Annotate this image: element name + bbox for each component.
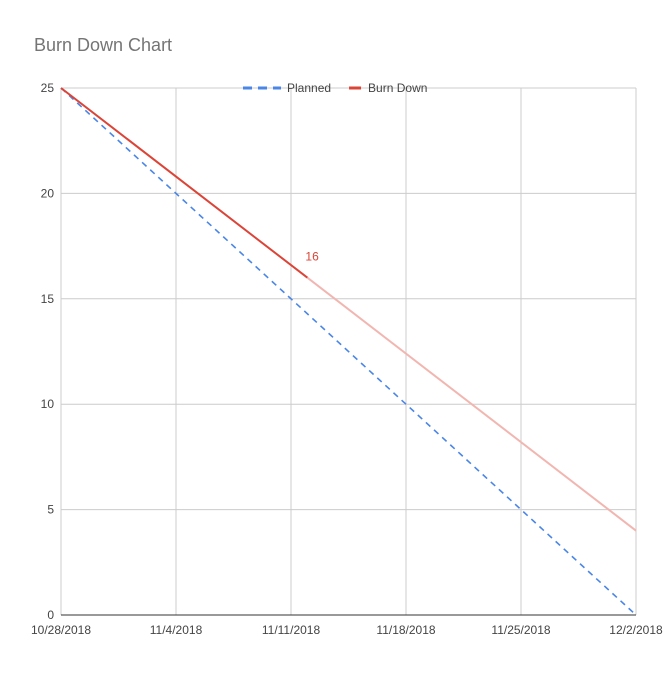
chart-title: Burn Down Chart (34, 35, 173, 55)
data-label: 16 (305, 250, 319, 264)
y-tick-label: 10 (41, 397, 55, 411)
planned-series-line (60, 87, 637, 616)
y-tick-label: 5 (47, 503, 54, 517)
labels-layer: 16 (305, 250, 319, 264)
burn-down-series-line (60, 87, 309, 279)
legend-label: Burn Down (368, 81, 427, 95)
projection-series-line (306, 276, 637, 532)
y-tick-label: 20 (41, 186, 55, 200)
x-tick-label: 11/4/2018 (150, 623, 203, 637)
x-tick-label: 11/11/2018 (262, 623, 321, 637)
legend[interactable]: Planned Burn Down (243, 81, 427, 95)
y-tick-label: 25 (41, 81, 55, 95)
y-tick-label: 0 (47, 608, 54, 622)
legend-item-planned[interactable]: Planned (243, 81, 331, 95)
x-tick-label: 10/28/2018 (31, 623, 91, 637)
legend-label: Planned (287, 81, 331, 95)
axes: 0 5 10 15 20 25 10/28/2018 11/4/2018 11/11/2018 1… (31, 81, 663, 637)
y-tick-label: 15 (41, 292, 55, 306)
x-tick-label: 11/18/2018 (376, 623, 435, 637)
x-tick-label: 11/25/2018 (491, 623, 550, 637)
legend-item-burn-down[interactable]: Burn Down (349, 81, 427, 95)
series-layer (60, 87, 637, 616)
x-tick-label: 12/2/2018 (609, 623, 663, 637)
